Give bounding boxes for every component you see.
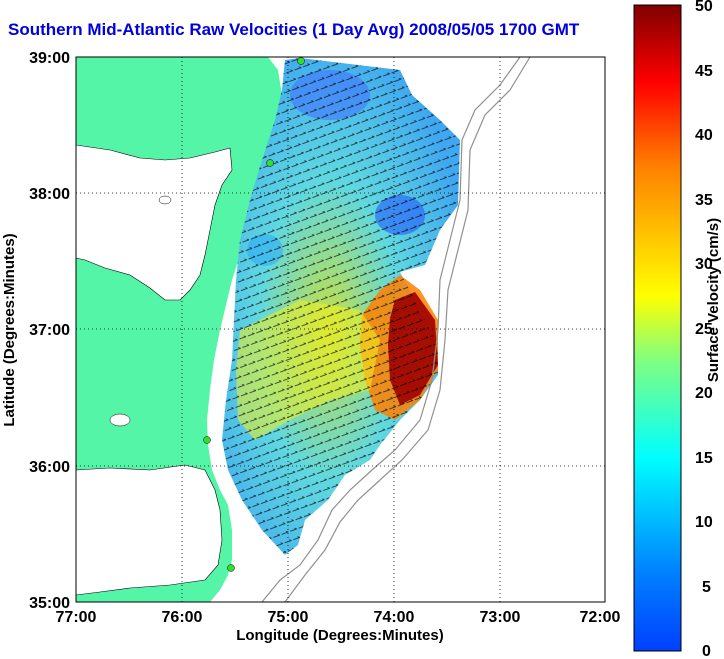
colorbar-tick-label: 0 (702, 643, 711, 659)
y-tick-label: 38:00 (29, 186, 70, 203)
colorbar-tick-label: 25 (695, 321, 713, 338)
chesapeake-bay (76, 144, 233, 301)
map-grid (76, 57, 605, 602)
bathymetry-contour (261, 57, 521, 602)
y-tick-label: 37:00 (29, 322, 70, 339)
plot-title: Southern Mid-Atlantic Raw Velocities (1 … (8, 20, 580, 39)
station-marker (266, 159, 274, 167)
station-marker (227, 564, 235, 572)
x-tick-label: 73:00 (480, 609, 521, 626)
x-tick-label: 75:00 (268, 609, 309, 626)
albemarle-sound (76, 464, 223, 596)
colorbar-tick-label: 45 (695, 63, 713, 80)
station-marker (297, 57, 305, 65)
station-marker (203, 436, 211, 444)
map-frame (75, 56, 606, 603)
colorbar-tick-label: 40 (695, 127, 713, 144)
y-axis-title: Latitude (Degrees:Minutes) (1, 233, 18, 426)
colorbar (633, 4, 682, 652)
inland-lake (109, 413, 131, 427)
colorbar-tick-label: 35 (695, 192, 713, 209)
y-tick-label: 36:00 (29, 459, 70, 476)
x-axis-title: Longitude (Degrees:Minutes) (236, 627, 444, 644)
inland-lake (158, 195, 172, 205)
colorbar-tick-label: 15 (695, 450, 713, 467)
colorbar-title: Surface Velocity (cm/s) (705, 218, 722, 382)
velocity-vectors (222, 58, 460, 555)
x-tick-label: 77:00 (56, 609, 97, 626)
colorbar-tick-label: 30 (695, 256, 713, 273)
y-tick-label: 39:00 (29, 50, 70, 67)
y-tick-label: 35:00 (29, 595, 70, 612)
colorbar-tick-label: 20 (695, 385, 713, 402)
colorbar-tick-label: 5 (702, 579, 711, 596)
x-tick-label: 72:00 (580, 609, 621, 626)
bathymetry-contour (284, 57, 531, 602)
colorbar-tick-label: 50 (695, 0, 713, 15)
x-tick-label: 74:00 (374, 609, 415, 626)
colorbar-tick-label: 10 (695, 514, 713, 531)
x-tick-label: 76:00 (162, 609, 203, 626)
